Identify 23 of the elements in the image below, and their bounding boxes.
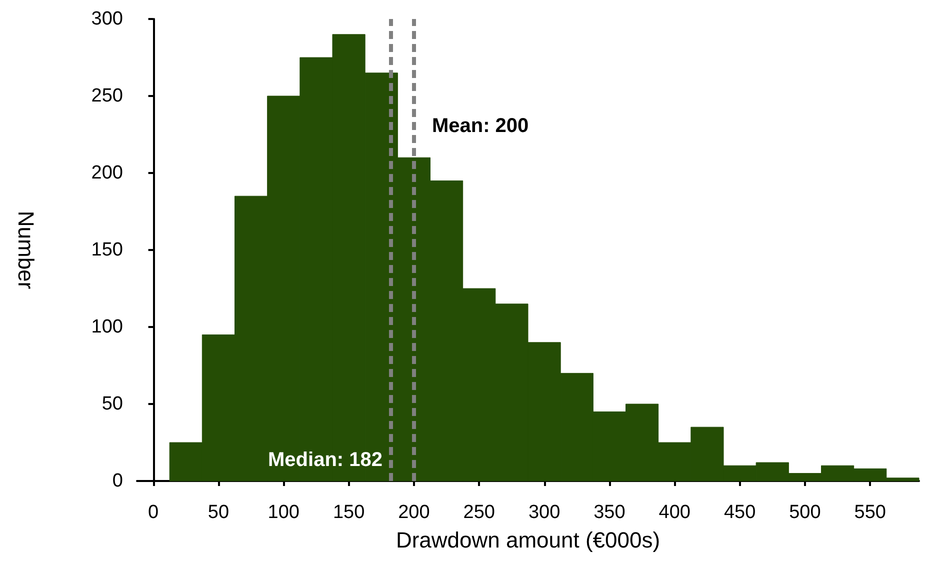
y-tick-label: 300 (91, 8, 123, 30)
x-tick-label: 250 (463, 502, 495, 523)
x-tick-label: 500 (789, 502, 821, 523)
y-tick-label: 100 (91, 316, 123, 338)
y-tick-label: 150 (91, 240, 123, 260)
x-tick-label: 0 (148, 502, 159, 523)
y-tick-label: 250 (91, 86, 123, 106)
x-tick-label: 400 (658, 502, 690, 523)
x-tick-label: 100 (268, 502, 300, 523)
y-tick-label: 50 (102, 394, 123, 414)
ref-line-label: Median: 182 (268, 449, 382, 471)
x-tick-label: 450 (724, 502, 756, 523)
y-tick-label: 0 (112, 470, 123, 492)
x-tick-label: 350 (594, 502, 626, 523)
x-tick-label: 550 (854, 502, 886, 523)
x-tick-label: 300 (528, 502, 560, 523)
ref-line-label: Mean: 200 (432, 115, 529, 137)
x-tick-label: 200 (398, 502, 430, 523)
x-tick-label: 150 (332, 502, 365, 523)
x-tick-label: 50 (208, 502, 230, 523)
y-axis-title: Number (14, 210, 38, 290)
y-tick-label: 200 (91, 162, 123, 184)
x-axis-title: Drawdown amount (€000s) (396, 528, 660, 552)
